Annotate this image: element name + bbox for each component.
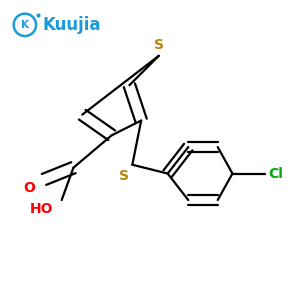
Text: K: K [21,20,29,30]
Text: Cl: Cl [268,167,283,181]
Text: O: O [23,181,35,195]
Text: S: S [119,169,129,183]
Text: Kuujia: Kuujia [43,16,101,34]
Text: S: S [154,38,164,52]
Text: HO: HO [29,202,53,216]
